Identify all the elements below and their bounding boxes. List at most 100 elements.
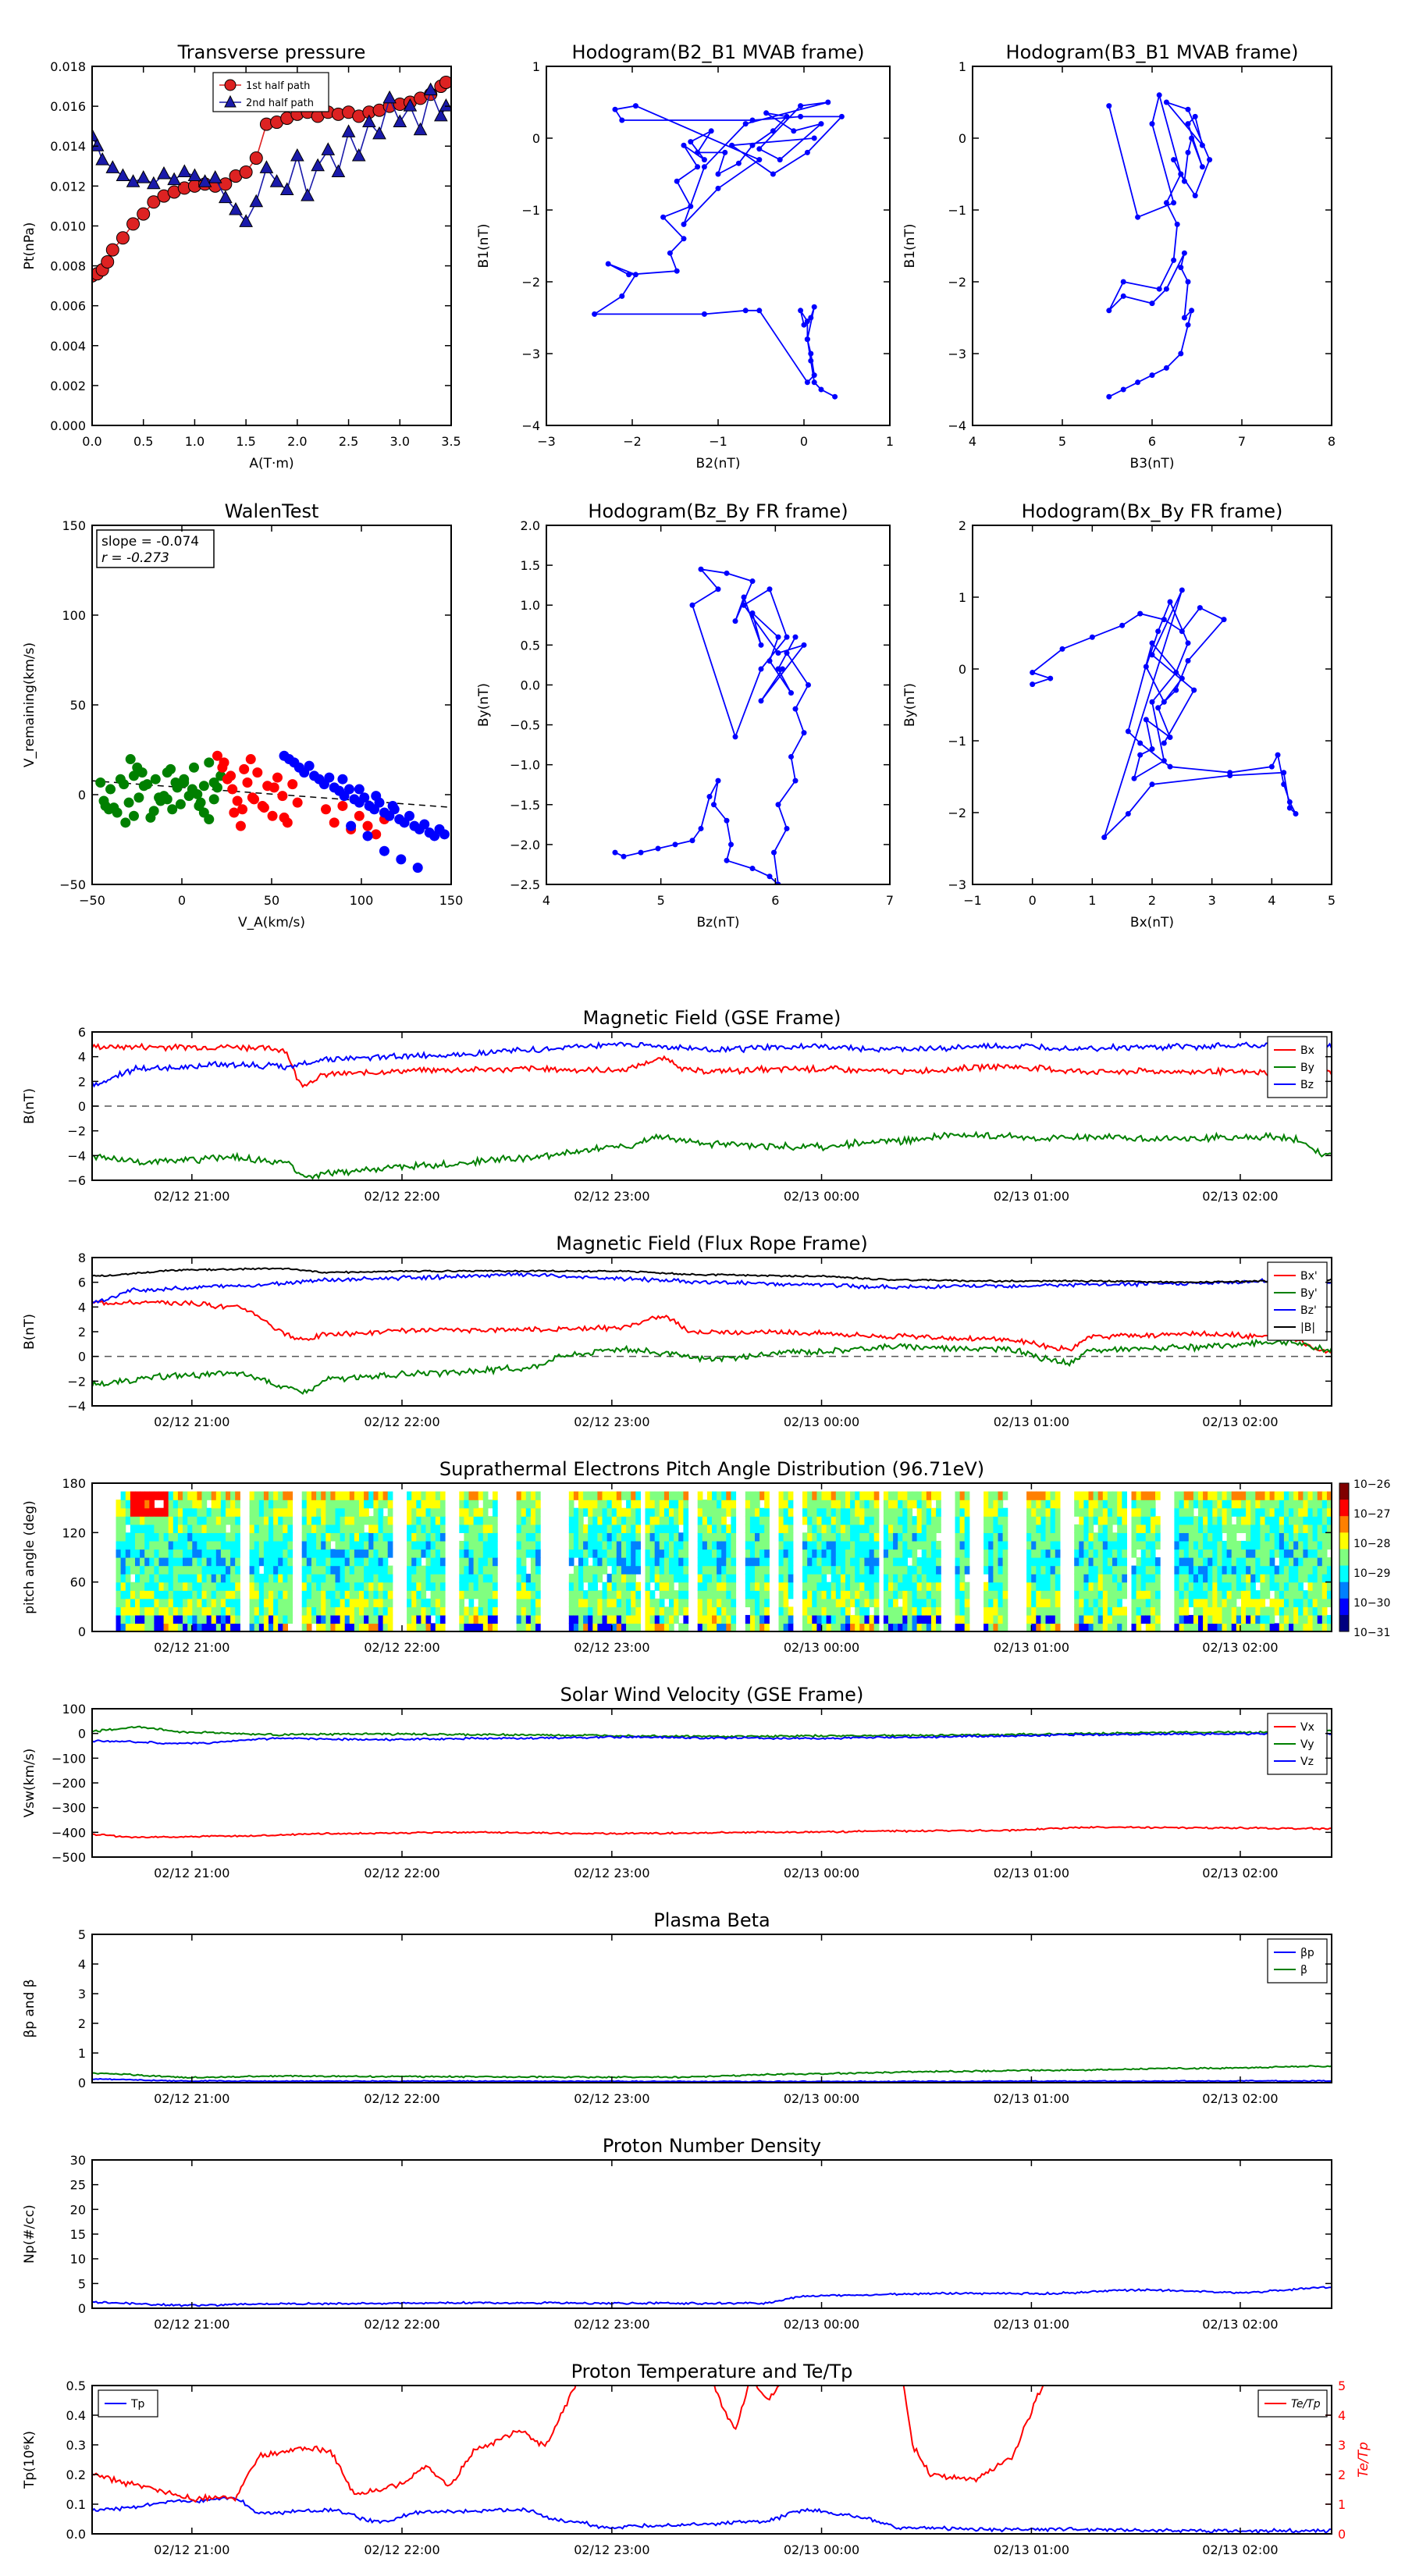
heatmap-cell	[354, 1549, 360, 1558]
data-point	[1048, 675, 1054, 681]
heatmap-cell	[1317, 1582, 1323, 1591]
heatmap-cell	[788, 1532, 794, 1542]
heatmap-cell	[578, 1582, 584, 1591]
heatmap-cell	[888, 1549, 894, 1558]
heatmap-cell	[149, 1549, 155, 1558]
heatmap-cell	[873, 1516, 880, 1525]
heatmap-cell	[964, 1491, 970, 1500]
heatmap-cell	[1183, 1524, 1190, 1533]
heatmap-cell	[850, 1614, 855, 1624]
data-point	[729, 142, 735, 148]
heatmap-cell	[273, 1516, 279, 1525]
heatmap-cell	[516, 1614, 522, 1624]
heatmap-cell	[602, 1582, 608, 1591]
heatmap-cell	[835, 1500, 841, 1509]
scatter-point	[399, 817, 410, 828]
heatmap-cell	[663, 1582, 670, 1591]
heatmap-cell	[1283, 1491, 1289, 1500]
heatmap-cell	[993, 1574, 999, 1583]
heatmap-cell	[611, 1500, 617, 1509]
heatmap-cell	[1122, 1614, 1127, 1624]
heatmap-cell	[125, 1582, 131, 1591]
heatmap-cell	[525, 1606, 532, 1616]
heatmap-cell	[359, 1590, 365, 1599]
heatmap-cell	[654, 1500, 660, 1509]
heatmap-cell	[215, 1516, 222, 1525]
heatmap-cell	[1026, 1524, 1032, 1533]
heatmap-cell	[220, 1491, 226, 1500]
heatmap-cell	[659, 1582, 665, 1591]
heatmap-cell	[984, 1565, 989, 1574]
heatmap-cell	[1303, 1574, 1309, 1583]
heatmap-cell	[712, 1524, 717, 1533]
heatmap-cell	[921, 1606, 927, 1616]
y-axis-label: B1(nT)	[476, 224, 492, 269]
heatmap-cell	[1307, 1623, 1314, 1631]
heatmap-cell	[263, 1516, 269, 1525]
heatmap-cell	[840, 1582, 846, 1591]
heatmap-cell	[1303, 1549, 1309, 1558]
heatmap-cell	[717, 1549, 722, 1558]
heatmap-cell	[425, 1598, 432, 1607]
heatmap-cell	[1198, 1491, 1204, 1500]
heatmap-cell	[1040, 1540, 1047, 1550]
heatmap-cell	[373, 1574, 379, 1583]
time-tick-label: 02/12 21:00	[154, 1866, 229, 1880]
heatmap-cell	[1050, 1516, 1056, 1525]
heatmap-cell	[1183, 1491, 1190, 1500]
heatmap-cell	[749, 1557, 756, 1567]
heatmap-cell	[154, 1532, 160, 1542]
heatmap-cell	[516, 1549, 522, 1558]
heatmap-cell	[411, 1507, 417, 1517]
data-point	[715, 777, 721, 784]
heatmap-cell	[807, 1524, 813, 1533]
heatmap-cell	[439, 1614, 446, 1624]
heatmap-cell	[116, 1623, 122, 1631]
heatmap-cell	[764, 1557, 770, 1567]
heatmap-cell	[1236, 1507, 1242, 1517]
heatmap-cell	[435, 1574, 441, 1583]
heatmap-cell	[215, 1532, 222, 1542]
heatmap-cell	[812, 1491, 817, 1500]
heatmap-cell	[621, 1623, 627, 1631]
heatmap-cell	[149, 1557, 155, 1567]
heatmap-cell	[478, 1524, 484, 1533]
heatmap-cell	[173, 1623, 179, 1631]
y-tick-label: −2.5	[510, 877, 540, 892]
heatmap-cell	[197, 1524, 203, 1533]
heatmap-cell	[344, 1491, 350, 1500]
heatmap-cell	[1283, 1565, 1289, 1574]
heatmap-cell	[635, 1590, 641, 1599]
heatmap-cell	[726, 1623, 731, 1631]
heatmap-cell	[1174, 1524, 1180, 1533]
heatmap-cell	[368, 1557, 374, 1567]
heatmap-cell	[1036, 1540, 1041, 1550]
heatmap-cell	[330, 1507, 336, 1517]
heatmap-cell	[611, 1532, 617, 1542]
heatmap-cell	[1136, 1590, 1142, 1599]
data-point	[1161, 699, 1167, 705]
heatmap-cell	[1074, 1574, 1080, 1583]
heatmap-cell	[1136, 1507, 1142, 1517]
heatmap-cell	[602, 1516, 608, 1525]
heatmap-cell	[373, 1565, 379, 1574]
heatmap-cell	[631, 1614, 636, 1624]
heatmap-cell	[226, 1623, 231, 1631]
data-point	[92, 128, 99, 141]
heatmap-cell	[883, 1582, 889, 1591]
data-point	[1089, 634, 1095, 640]
heatmap-cell	[1150, 1565, 1156, 1574]
heatmap-cell	[177, 1598, 183, 1607]
heatmap-cell	[226, 1565, 231, 1574]
data-point	[775, 666, 781, 672]
heatmap-cell	[902, 1582, 908, 1591]
heatmap-cell	[1241, 1516, 1247, 1525]
heatmap-cell	[425, 1582, 432, 1591]
heatmap-cell	[916, 1516, 923, 1525]
heatmap-cell	[764, 1623, 770, 1631]
heatmap-cell	[921, 1540, 927, 1550]
heatmap-cell	[416, 1606, 422, 1616]
heatmap-cell	[1150, 1606, 1156, 1616]
heatmap-cell	[144, 1540, 150, 1550]
heatmap-cell	[964, 1500, 970, 1509]
